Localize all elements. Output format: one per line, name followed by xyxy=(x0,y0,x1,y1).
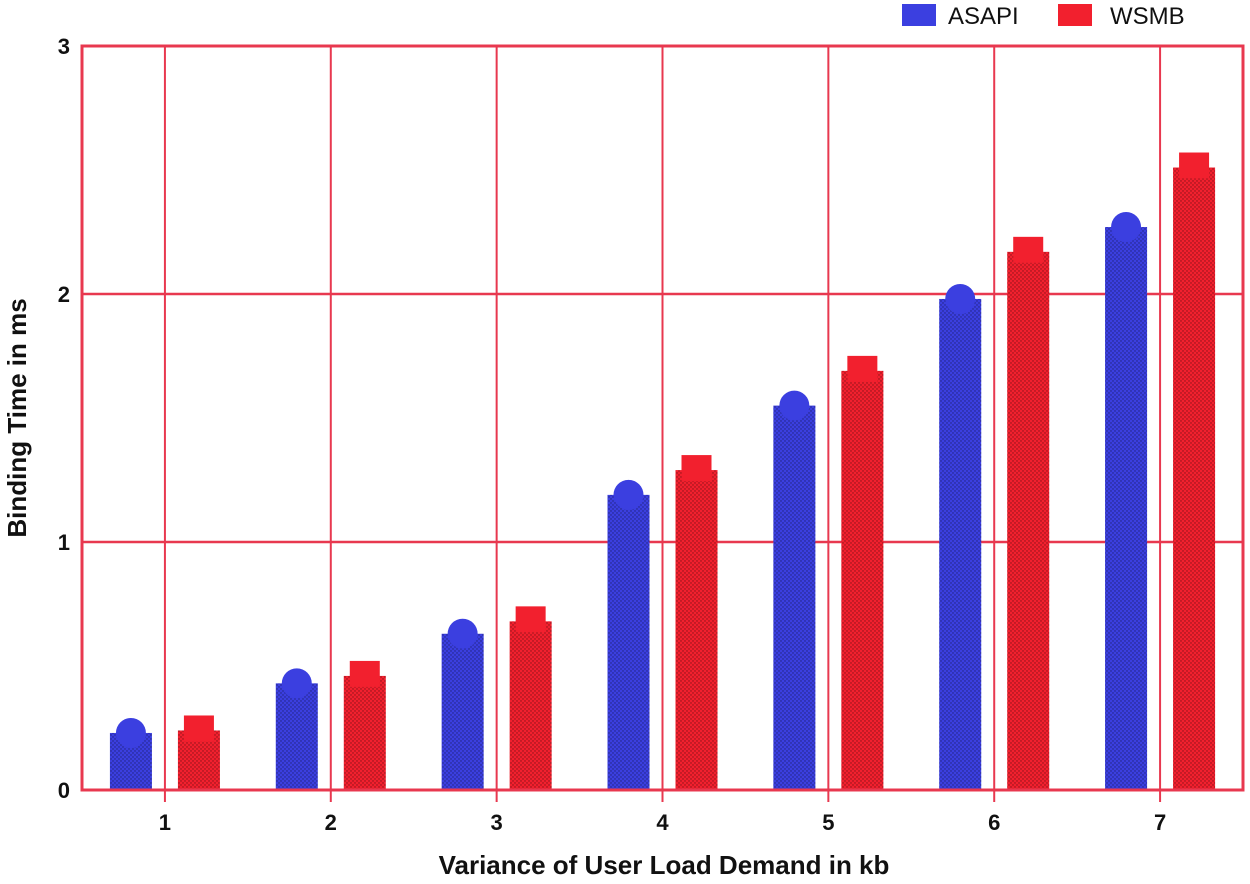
legend-label-wsmb: WSMB xyxy=(1110,3,1185,30)
bar-texture-asapi-5 xyxy=(773,405,816,790)
x-tick-label-7: 7 xyxy=(1154,810,1166,835)
x-axis-title: Variance of User Load Demand in kb xyxy=(439,850,890,880)
y-tick-label-0: 0 xyxy=(58,778,70,803)
grid xyxy=(82,44,1243,792)
plot-border xyxy=(80,44,1245,792)
y-axis-title: Binding Time in ms xyxy=(2,298,32,537)
x-tick-label-2: 2 xyxy=(325,810,337,835)
bars xyxy=(109,152,1216,791)
legend-swatch-asapi xyxy=(902,4,936,26)
marker-wsmb-2 xyxy=(349,660,380,687)
x-tick-label-4: 4 xyxy=(656,810,669,835)
bar-texture-wsmb-2 xyxy=(343,675,386,790)
bar-texture-asapi-3 xyxy=(441,633,484,790)
bar-texture-asapi-6 xyxy=(939,298,982,790)
x-tick-label-1: 1 xyxy=(159,810,171,835)
marker-asapi-6 xyxy=(945,283,976,314)
bar-texture-wsmb-4 xyxy=(675,470,718,790)
marker-wsmb-6 xyxy=(1013,236,1044,263)
tick-labels: 0 1 2 3 1 2 3 4 5 6 7 xyxy=(58,34,1166,835)
x-tick-label-5: 5 xyxy=(822,810,834,835)
marker-wsmb-5 xyxy=(847,355,878,382)
x-tick-label-3: 3 xyxy=(491,810,503,835)
bar-texture-asapi-7 xyxy=(1105,227,1148,791)
plot-frame xyxy=(80,44,1245,802)
bar-texture-wsmb-5 xyxy=(841,370,884,790)
legend-label-asapi: ASAPI xyxy=(948,3,1019,30)
legend: ASAPI WSMB xyxy=(902,3,1185,30)
marker-asapi-1 xyxy=(115,717,146,748)
marker-wsmb-1 xyxy=(183,715,214,742)
x-tick-label-6: 6 xyxy=(988,810,1000,835)
bar-texture-asapi-2 xyxy=(275,683,318,790)
marker-wsmb-7 xyxy=(1179,152,1210,179)
marker-asapi-5 xyxy=(779,390,810,421)
marker-wsmb-3 xyxy=(515,606,546,633)
marker-asapi-4 xyxy=(613,479,644,510)
bar-texture-asapi-4 xyxy=(607,494,650,790)
legend-swatch-wsmb xyxy=(1058,4,1092,26)
bar-texture-wsmb-6 xyxy=(1007,251,1050,791)
marker-asapi-3 xyxy=(447,618,478,649)
marker-wsmb-4 xyxy=(681,455,712,482)
bar-texture-wsmb-3 xyxy=(509,621,552,790)
y-tick-label-3: 3 xyxy=(58,34,70,59)
bar-texture-wsmb-7 xyxy=(1173,167,1216,790)
y-tick-label-2: 2 xyxy=(58,282,70,307)
marker-asapi-2 xyxy=(281,668,312,699)
y-tick-label-1: 1 xyxy=(58,530,70,555)
marker-asapi-7 xyxy=(1111,212,1142,243)
